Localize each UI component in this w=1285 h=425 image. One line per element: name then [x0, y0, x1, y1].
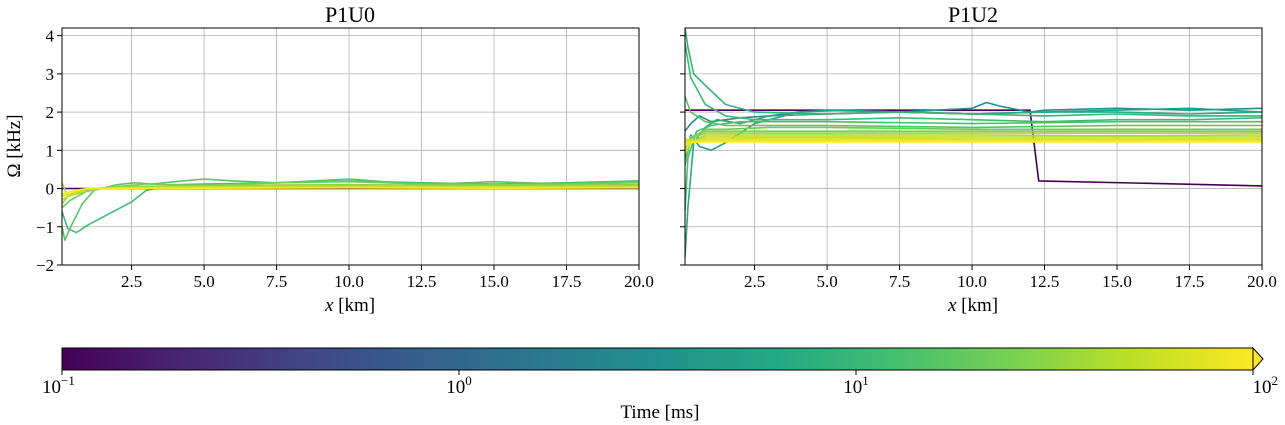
colorbar-ticks: 10−1 100 101 102 — [42, 370, 1278, 398]
ticks-right: 2.5 5.0 7.5 10.0 12.5 15.0 17.5 20.0 — [680, 35, 1277, 291]
x-tick-label: 10.0 — [957, 272, 987, 291]
y-tick-label: 3 — [46, 65, 55, 84]
x-tick-label: 15.0 — [479, 272, 509, 291]
y-tick-label: 2 — [46, 103, 55, 122]
series-line — [685, 107, 1262, 159]
panel-p1u0: P1U0 2.5 5.0 7.5 10.0 12.5 15.0 17.5 20.0 −2 −1 0 1… — [4, 2, 654, 316]
colorbar-tick-label: 102 — [1253, 373, 1279, 398]
series-line — [685, 43, 1262, 123]
series-line — [685, 120, 1262, 212]
panel-title-left: P1U0 — [325, 2, 375, 27]
series-line — [62, 187, 639, 196]
colorbar-label: Time [ms] — [620, 402, 699, 423]
series-line — [685, 132, 1262, 144]
series-lines-left — [62, 178, 639, 241]
x-tick-label: 2.5 — [121, 272, 142, 291]
x-tick-label: 17.5 — [552, 272, 582, 291]
x-tick-label: 15.0 — [1102, 272, 1132, 291]
y-tick-label: 0 — [46, 180, 55, 199]
x-tick-label: 5.0 — [816, 272, 837, 291]
grid-left — [62, 28, 640, 266]
y-tick-label: −1 — [36, 218, 54, 237]
colorbar-extend-arrow — [1252, 346, 1264, 372]
series-line — [685, 137, 1262, 142]
x-tick-label: 12.5 — [407, 272, 437, 291]
colorbar-gradient — [61, 347, 1254, 371]
panel-title-right: P1U2 — [948, 2, 998, 27]
y-tick-label: 1 — [46, 141, 55, 160]
series-line — [685, 96, 1262, 129]
y-tick-label: 4 — [46, 27, 55, 46]
x-tick-label: 7.5 — [266, 272, 287, 291]
x-axis-label-left: x [km] — [324, 295, 375, 316]
y-axis-label: Ω [kHz] — [4, 114, 25, 177]
colorbar-tick-label: 101 — [843, 373, 869, 398]
x-tick-label: 17.5 — [1175, 272, 1205, 291]
x-tick-label: 20.0 — [624, 272, 654, 291]
y-tick-label: −2 — [36, 256, 54, 275]
ticks-left: 2.5 5.0 7.5 10.0 12.5 15.0 17.5 20.0 −2 −1 0 1 2 3 4 — [36, 27, 654, 291]
x-tick-label: 20.0 — [1247, 272, 1277, 291]
colorbar-tick-label: 100 — [446, 373, 472, 398]
series-line — [685, 28, 1262, 117]
panel-p1u2: P1U2 2.5 5.0 7.5 10.0 12.5 15.0 17.5 20.0 x [km… — [680, 2, 1277, 316]
x-axis-label-right: x [km] — [947, 295, 998, 316]
series-line — [685, 130, 1262, 151]
x-tick-label: 5.0 — [193, 272, 214, 291]
grid-right — [685, 28, 1263, 266]
x-tick-label: 10.0 — [334, 272, 364, 291]
series-lines-right — [685, 28, 1262, 258]
plot-frame-left — [61, 27, 640, 266]
plot-frame-right — [684, 27, 1263, 266]
x-tick-label: 12.5 — [1030, 272, 1060, 291]
series-line — [685, 141, 1262, 144]
colorbar: 10−1 100 101 102 Time [ms] — [42, 346, 1278, 423]
x-tick-label: 2.5 — [744, 272, 765, 291]
x-tick-label: 7.5 — [889, 272, 910, 291]
colorbar-tick-label: 10−1 — [42, 373, 75, 398]
